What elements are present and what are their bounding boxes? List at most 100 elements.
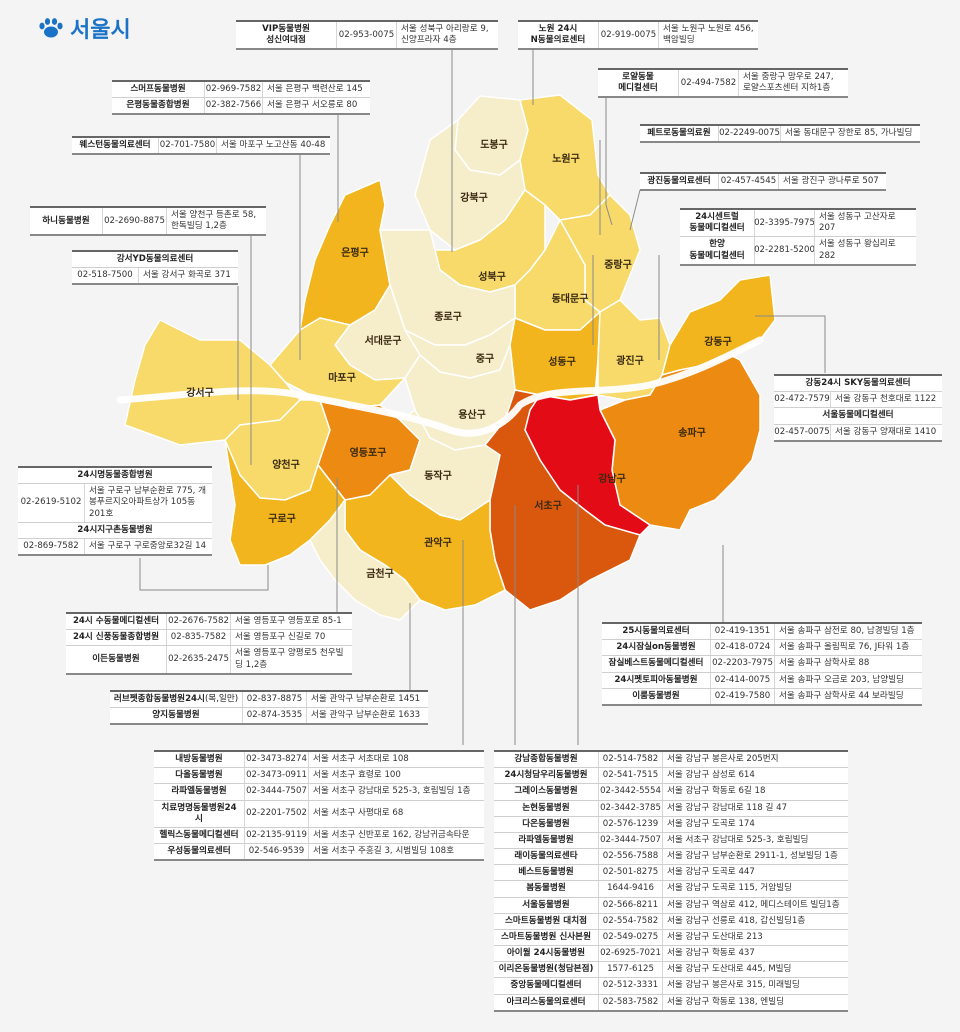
paw-icon bbox=[39, 18, 63, 38]
clinic-phone[interactable]: 02-2201-7502 bbox=[244, 800, 308, 827]
clinic-row: 다온동물병원 02-576-1239 서울 강남구 도곡로 174 bbox=[494, 815, 848, 832]
clinic-address: 서울 송파구 오금로 203, 남양빌딩 bbox=[774, 672, 922, 688]
clinic-phone[interactable]: 02-3442-5554 bbox=[598, 784, 662, 800]
clinic-phone[interactable]: 02-2249-0075 bbox=[718, 126, 780, 142]
clinic-box-gangdong: 강동24시 SKY동물의료센터 02-472-7579 서울 강동구 천호대로 1… bbox=[774, 374, 942, 442]
label-dobong: 도봉구 bbox=[480, 139, 508, 151]
clinic-box-jungnang: 로얄동물 메디컬센터 02-494-7582 서울 중랑구 망우로 247, 로얄스… bbox=[598, 68, 848, 99]
clinic-phone[interactable]: 02-869-7582 bbox=[23, 540, 79, 551]
clinic-name: 이리온동물병원(청담본점) bbox=[498, 964, 594, 975]
clinic-phone[interactable]: 02-554-7582 bbox=[598, 913, 662, 929]
label-gangnam: 강남구 bbox=[598, 472, 626, 485]
clinic-phone[interactable]: 02-2676-7582 bbox=[166, 614, 230, 630]
clinic-phone[interactable]: 02-3473-8274 bbox=[244, 752, 308, 768]
clinic-phone[interactable]: 02-3444-7507 bbox=[244, 784, 308, 800]
clinic-name: 잠실베스트동물메디컬센터 bbox=[608, 658, 704, 669]
clinic-address: 서울 노원구 노원로 456, 백암빌딩 bbox=[658, 22, 758, 49]
clinic-phone[interactable]: 02-2135-9119 bbox=[244, 827, 308, 844]
label-jung: 중구 bbox=[476, 353, 494, 365]
clinic-row: 24시청담우리동물병원 02-541-7515 서울 강남구 삼성로 614 bbox=[494, 767, 848, 784]
clinic-name: 스마트동물병원 대치점 bbox=[504, 915, 588, 926]
clinic-phone[interactable]: 02-953-0075 bbox=[336, 22, 396, 49]
clinic-phone[interactable]: 02-576-1239 bbox=[598, 816, 662, 832]
clinic-name: 강서YD동물의료센터 bbox=[116, 254, 194, 264]
label-gangseo: 강서구 bbox=[186, 386, 214, 399]
clinic-address: 서울 송파구 삼학사로 44 보라빌딩 bbox=[774, 688, 922, 704]
label-yangcheon: 양천구 bbox=[272, 458, 300, 471]
clinic-phone[interactable]: 02-2281-5200 bbox=[754, 237, 815, 264]
label-eunpyeong: 은평구 bbox=[341, 246, 369, 259]
clinic-name: 24시잠실on동물병원 bbox=[616, 642, 696, 653]
label-mapo: 마포구 bbox=[328, 371, 356, 384]
label-nowon: 노원구 bbox=[552, 152, 580, 165]
clinic-row: 논현동물병원 02-3442-3785 서울 강남구 강남대로 118 길 47 bbox=[494, 799, 848, 816]
clinic-address: 서울 강남구 도곡로 174 bbox=[662, 816, 848, 832]
clinic-name: 치료명명동물병원24시 bbox=[161, 802, 237, 824]
label-gangbuk: 강북구 bbox=[460, 191, 488, 204]
clinic-phone[interactable]: 02-382-7566 bbox=[204, 98, 262, 114]
clinic-phone[interactable]: 02-514-7582 bbox=[598, 752, 662, 768]
clinic-address: 서울 관악구 남부순환로 1633 bbox=[306, 708, 428, 724]
clinic-address: 서울 강남구 역삼로 412, 메디스테이트 빌딩1층 bbox=[662, 897, 848, 913]
clinic-name: 스머프동물병원 bbox=[130, 84, 186, 94]
clinic-phone[interactable]: 02-6925-7021 bbox=[598, 946, 662, 962]
clinic-address: 서울 성북구 아리랑로 9, 신양프라자 4층 bbox=[396, 22, 498, 49]
clinic-address: 서울 강남구 도산대로 213 bbox=[662, 929, 848, 946]
clinic-phone[interactable]: 02-512-3331 bbox=[598, 978, 662, 994]
clinic-phone[interactable]: 02-3442-3785 bbox=[598, 800, 662, 816]
clinic-address: 서울 강남구 선릉로 418, 갑신빌딩1층 bbox=[662, 913, 848, 929]
clinic-address: 서울 송파구 올림픽로 76, J타워 1층 bbox=[774, 640, 922, 656]
clinic-phone[interactable]: 02-874-3535 bbox=[242, 708, 306, 724]
clinic-phone[interactable]: 02-414-0075 bbox=[710, 672, 774, 688]
clinic-box-gangseo: 강서YD동물의료센터 02-518-7500 서울 강서구 화곡로 371 bbox=[72, 250, 238, 286]
clinic-phone[interactable]: 02-419-7580 bbox=[710, 688, 774, 704]
clinic-name: 24시청담우리동물병원 bbox=[504, 770, 588, 781]
clinic-phone[interactable]: 02-518-7500 bbox=[77, 270, 133, 281]
clinic-name: 25시동물의료센터 bbox=[622, 626, 690, 636]
clinic-phone[interactable]: 02-494-7582 bbox=[678, 70, 738, 97]
clinic-phone[interactable]: 02-541-7515 bbox=[598, 768, 662, 784]
clinic-name: 서울동물병원 bbox=[522, 899, 570, 910]
clinic-row: 이리온동물병원(청담본점) 1577-6125 서울 강남구 도산대로 445, M… bbox=[494, 961, 848, 978]
clinic-phone[interactable]: 02-2619-5102 bbox=[20, 497, 82, 508]
clinic-box-dongdaemun: 페트로동물의료원 02-2249-0075 서울 동대문구 장한로 85, 가나빌딩 bbox=[640, 124, 920, 144]
clinic-phone[interactable]: 02-566-8211 bbox=[598, 897, 662, 913]
clinic-name: 아이월 24시동물병원 bbox=[506, 948, 586, 959]
clinic-phone[interactable]: 02-472-7579 bbox=[774, 394, 830, 405]
clinic-phone[interactable]: 02-3444-7507 bbox=[598, 832, 662, 849]
clinic-phone[interactable]: 02-2690-8875 bbox=[102, 208, 166, 235]
clinic-address: 서울 강남구 남부순환로 2911-1, 성보빌딩 1층 bbox=[662, 849, 848, 865]
clinic-phone[interactable]: 02-556-7588 bbox=[598, 849, 662, 865]
clinic-name: 강남종합동물병원 bbox=[514, 754, 578, 764]
clinic-phone[interactable]: 02-549-0275 bbox=[598, 929, 662, 946]
clinic-name: 다올동물병원 bbox=[175, 770, 223, 781]
clinic-phone[interactable]: 02-2635-2475 bbox=[166, 646, 230, 673]
page-title-text: 서울시 bbox=[70, 18, 131, 43]
clinic-phone[interactable]: 02-457-0075 bbox=[774, 426, 830, 437]
label-gwangjin: 광진구 bbox=[616, 354, 644, 367]
clinic-phone[interactable]: 02-501-8275 bbox=[598, 865, 662, 881]
clinic-phone[interactable]: 02-419-1351 bbox=[710, 624, 774, 640]
clinic-phone[interactable]: 02-3473-0911 bbox=[244, 768, 308, 784]
clinic-phone[interactable]: 02-919-0075 bbox=[598, 22, 658, 49]
clinic-phone[interactable]: 02-701-7580 bbox=[158, 138, 216, 154]
clinic-phone[interactable]: 02-546-9539 bbox=[244, 844, 308, 860]
clinic-address: 서울 강남구 학동로 138, 엔빌딩 bbox=[662, 994, 848, 1010]
clinic-name: 아크리스동물의료센터 bbox=[506, 996, 586, 1007]
clinic-phone[interactable]: 1644-9416 bbox=[598, 881, 662, 897]
clinic-phone[interactable]: 02-583-7582 bbox=[598, 994, 662, 1010]
clinic-note: (목,일만) bbox=[204, 694, 239, 704]
clinic-row: 스마트동물병원 대치점 02-554-7582 서울 강남구 선릉로 418, 갑신… bbox=[494, 912, 848, 929]
clinic-row: 베스트동물병원 02-501-8275 서울 강남구 도곡로 447 bbox=[494, 864, 848, 881]
clinic-phone[interactable]: 02-969-7582 bbox=[204, 82, 262, 98]
clinic-phone[interactable]: 02-3395-7975 bbox=[754, 210, 815, 237]
clinic-phone[interactable]: 02-2203-7975 bbox=[710, 656, 774, 672]
clinic-name: VIP동물병원 성신여대점 bbox=[262, 24, 310, 46]
clinic-address: 서울 강남구 봉은사로 315, 미래빌딩 bbox=[662, 978, 848, 994]
clinic-phone[interactable]: 02-835-7582 bbox=[166, 630, 230, 646]
clinic-phone[interactable]: 1577-6125 bbox=[598, 962, 662, 978]
clinic-phone[interactable]: 02-418-0724 bbox=[710, 640, 774, 656]
clinic-phone[interactable]: 02-837-8875 bbox=[242, 692, 306, 708]
clinic-name: 중앙동물메디컬센터 bbox=[510, 980, 582, 991]
clinic-phone[interactable]: 02-457-4545 bbox=[718, 174, 778, 190]
